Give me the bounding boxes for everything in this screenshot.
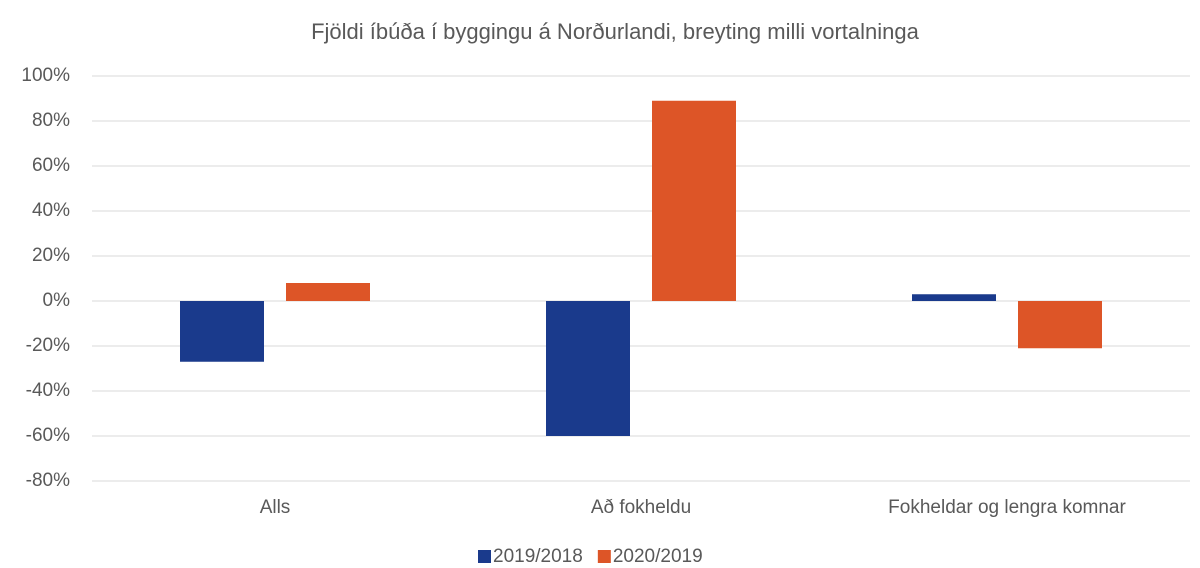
legend-swatch: [597, 550, 611, 563]
y-tick-label: -40%: [26, 380, 70, 401]
y-tick-label: 0%: [43, 290, 71, 311]
legend-label: 2019/2018: [493, 546, 583, 567]
y-tick-label: -60%: [26, 425, 70, 446]
y-tick-label: 20%: [32, 245, 70, 266]
x-tick-label: Að fokheldu: [591, 497, 691, 518]
chart-title: Fjöldi íbúða í byggingu á Norðurlandi, b…: [311, 19, 920, 44]
y-tick-label: 80%: [32, 110, 70, 131]
bar: [1018, 301, 1102, 349]
legend-label: 2020/2019: [613, 546, 703, 567]
bar: [180, 301, 264, 362]
x-tick-label: Alls: [260, 497, 291, 518]
y-tick-label: 60%: [32, 155, 70, 176]
bar: [546, 301, 630, 436]
y-tick-label: 100%: [21, 65, 70, 86]
y-tick-label: -80%: [26, 470, 70, 491]
legend-swatch: [478, 550, 491, 563]
bar: [652, 100, 736, 301]
bar: [286, 283, 370, 301]
bar: [912, 294, 996, 301]
y-tick-label: -20%: [26, 335, 70, 356]
x-tick-label: Fokheldar og lengra komnar: [888, 497, 1126, 518]
y-tick-label: 40%: [32, 200, 70, 221]
